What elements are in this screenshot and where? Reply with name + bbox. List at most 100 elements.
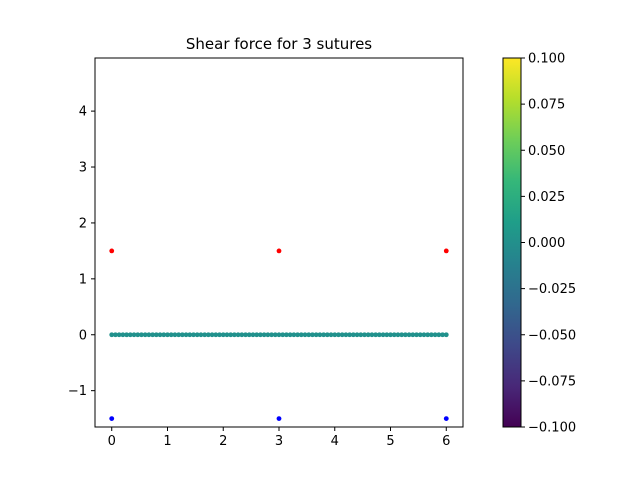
data-point [269,332,274,338]
data-point [258,332,263,338]
data-point [425,332,431,338]
data-point [354,332,360,338]
data-point [272,332,278,338]
y-tick-label: 2 [79,216,87,231]
data-point [113,332,118,338]
data-point [205,332,211,338]
data-point [336,332,341,338]
data-point [410,332,416,338]
data-point [276,332,282,338]
data-point [254,332,260,338]
data-point [417,332,423,338]
data-point [324,332,330,338]
data-point [406,332,412,338]
data-point [395,332,401,338]
data-point [116,332,122,338]
chart-title: Shear force for 3 sutures [186,35,372,53]
data-point [376,332,382,338]
data-point [213,332,219,338]
colorbar-tick-label: 0.075 [528,98,565,113]
data-point [421,332,427,338]
data-point [124,332,129,338]
colorbar-tick-label: 0.050 [528,144,565,159]
data-point [313,332,319,338]
data-point [109,416,115,422]
data-point [365,332,371,338]
data-point [432,332,438,338]
y-tick-label: −1 [68,384,87,399]
data-point [321,332,327,338]
data-point [153,332,159,338]
colorbar: 0.100 0.075 0.050 0.025 0.000 −0.025 −0.050 −0.… [502,52,576,436]
data-point [235,332,241,338]
data-point [131,332,137,338]
data-point [231,332,237,338]
data-point [127,332,133,338]
data-point [295,332,300,338]
x-tick-label: 4 [331,434,339,449]
colorbar-gradient [502,57,522,428]
y-tick-label: 3 [79,161,87,176]
data-point [139,332,144,338]
data-point [176,332,182,338]
data-point [399,332,405,338]
colorbar-tick-label: 0.025 [528,190,565,205]
data-point [228,332,234,338]
data-point [250,332,256,338]
data-point [246,332,252,338]
data-point [168,332,174,338]
data-point [165,332,170,338]
plot-frame [94,57,464,428]
data-point [310,332,315,338]
colorbar-tick-label: −0.025 [528,282,576,297]
data-point [220,332,226,338]
data-point [443,248,449,254]
data-point [217,332,222,338]
data-point [224,332,230,338]
data-point [388,332,393,338]
data-point [187,332,193,338]
data-point [284,332,289,338]
data-point [317,332,323,338]
data-point [429,332,434,338]
x-tick-label: 2 [219,434,227,449]
y-tick-label: 4 [79,105,87,120]
data-point [261,332,267,338]
data-point [440,332,445,338]
data-point [146,332,152,338]
data-point [350,332,356,338]
x-tick-label: 5 [386,434,394,449]
data-point [306,332,312,338]
data-point [280,332,286,338]
data-point [276,248,282,254]
data-point [339,332,345,338]
data-point [202,332,208,338]
data-point [443,416,449,422]
data-point [198,332,204,338]
data-point [109,248,115,254]
data-point [391,332,397,338]
data-point [161,332,167,338]
data-point [239,332,245,338]
data-point [332,332,338,338]
data-point [380,332,386,338]
x-tick-label: 0 [108,434,116,449]
data-point [328,332,334,338]
x-tick-label: 1 [163,434,171,449]
data-point [209,332,215,338]
colorbar-tick-label: −0.100 [528,421,576,436]
data-point [384,332,390,338]
colorbar-tick-label: −0.050 [528,328,576,343]
data-point [150,332,156,338]
data-point [109,332,115,338]
data-point [347,332,353,338]
x-tick-label: 3 [275,434,283,449]
data-point [298,332,304,338]
data-point [172,332,178,338]
colorbar-tick-label: 0.000 [528,236,565,251]
data-point [183,332,189,338]
data-point [358,332,364,338]
data-point [191,332,196,338]
data-point [291,332,297,338]
colorbar-tick-label: −0.075 [528,374,576,389]
